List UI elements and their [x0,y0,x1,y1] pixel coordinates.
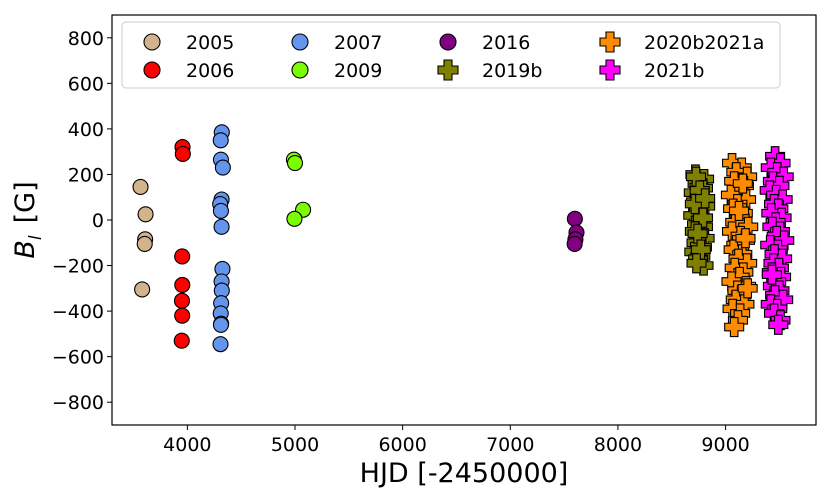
legend-marker [291,61,309,79]
legend-marker [437,59,459,81]
data-point [174,145,191,162]
legend-item: 2006 [143,60,234,82]
data-point [132,178,149,196]
legend-label: 2016 [482,32,530,54]
data-point [695,188,716,209]
x-axis-label: HJD [-2450000] [360,458,569,489]
y-axis-label-sub: l [26,235,46,240]
legend: 2005 2006 2007 2009 2016 2019b 2020b2021a 2021b [121,21,781,89]
data-point [174,307,191,324]
legend-item: 2005 [143,32,234,54]
data-point [761,264,782,285]
data-point [768,314,789,335]
series-2007 [212,124,231,353]
data-point [173,292,191,309]
data-point [566,235,583,252]
data-point [212,316,229,333]
y-axis-label-unit: [G] [10,181,41,223]
legend-marker [599,31,621,53]
series-2019b [683,164,716,276]
legend-label: 2005 [186,32,234,54]
legend-label: 2009 [334,60,382,82]
y-tick-label: −200 [52,256,104,278]
data-point [173,332,190,349]
legend-marker [143,61,161,79]
data-point [566,210,583,227]
data-point [134,281,151,298]
data-point [686,253,707,274]
data-point [692,207,714,228]
y-axis-label: Bl [G] [10,181,46,258]
data-point [174,276,191,293]
x-axis: 4000 5000 6000 7000 8000 9000 [163,425,750,456]
legend-item: 2016 [439,32,530,54]
y-tick-label: 0 [92,210,104,232]
data-point [286,210,303,227]
series-2006 [173,139,191,349]
data-point [174,248,191,265]
x-tick-label: 6000 [378,434,426,456]
y-axis-label-main: B [10,240,41,259]
y-tick-label: 800 [68,28,104,50]
y-tick-label: 200 [68,164,104,186]
data-marks [132,124,795,353]
x-tick-label: 9000 [701,434,749,456]
data-point [137,206,154,223]
series-2016 [566,210,585,252]
data-point [286,155,304,172]
y-tick-label: −600 [52,347,104,369]
data-point [774,230,795,251]
y-tick-label: 600 [68,73,104,95]
data-point [732,173,753,194]
y-axis: −800 −600 −400 −200 0 200 400 600 800 [52,28,112,414]
y-tick-label: −400 [52,301,104,323]
legend-label: 2021b [644,60,704,82]
legend-item: 2007 [291,32,382,54]
series-2020b2021a [720,153,759,338]
legend-label: 2007 [334,32,382,54]
data-point [136,235,153,252]
data-point [737,278,758,299]
legend-item: 2020b2021a [599,31,764,54]
legend-item: 2021b [599,59,704,82]
data-point [212,132,229,149]
legend-item: 2009 [291,60,382,82]
data-point [213,218,230,235]
legend-marker [439,33,457,51]
legend-item: 2019b [437,59,542,82]
y-tick-label: 400 [68,119,104,141]
legend-marker [599,59,621,81]
series-2009 [285,151,312,227]
series-2021b [759,146,795,335]
data-point [212,202,229,219]
x-tick-label: 8000 [594,434,642,456]
legend-label: 2006 [186,60,234,82]
data-point [735,228,756,249]
x-tick-label: 4000 [163,434,211,456]
legend-label: 2019b [482,60,542,82]
x-tick-label: 5000 [271,434,319,456]
legend-label: 2020b2021a [644,32,764,54]
data-point [728,200,750,221]
legend-marker [291,33,309,51]
data-point [212,336,229,353]
y-tick-label: −800 [52,392,104,414]
data-point [724,317,745,338]
series-2005 [132,178,154,298]
legend-marker [143,33,161,51]
svg-text:Bl[G]: Bl [G] [10,181,46,258]
x-tick-label: 7000 [486,434,534,456]
data-point [214,159,231,176]
